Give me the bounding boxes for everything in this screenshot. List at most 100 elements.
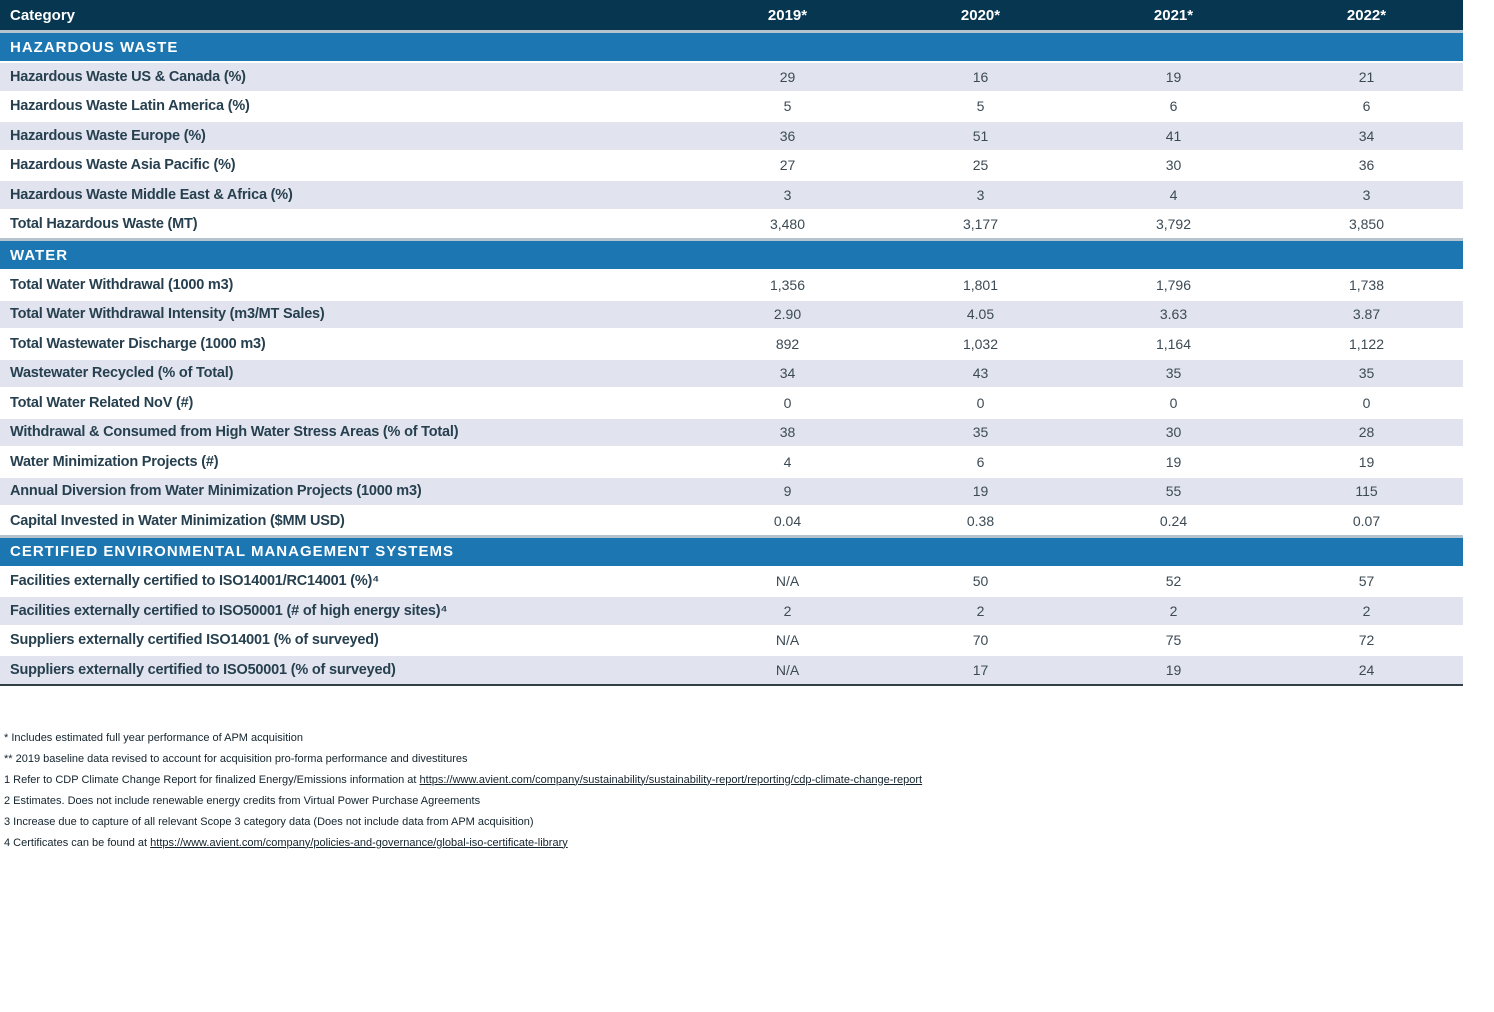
cell-value: N/A (775, 573, 800, 590)
cell-value: 36 (1358, 157, 1375, 174)
table-row: Water Minimization Projects (#) 4 6 19 19 (0, 446, 1463, 476)
cell-value: 1,738 (1348, 276, 1385, 293)
cell-value: 1,032 (962, 335, 999, 352)
cell-value: 1,796 (1155, 276, 1192, 293)
cell-value: 0 (1169, 394, 1178, 411)
cell-value: 19 (1358, 453, 1375, 470)
footnote-line: 4 Certificates can be found at https://w… (4, 833, 1494, 854)
row-label: Hazardous Waste US & Canada (%) (10, 68, 246, 85)
row-label: Total Water Withdrawal (1000 m3) (10, 276, 234, 293)
column-header-2022: 2022* (1346, 6, 1387, 24)
section-header: CERTIFIED ENVIRONMENTAL MANAGEMENT SYSTE… (0, 534, 1463, 566)
cell-value: 3.63 (1159, 306, 1188, 323)
cell-value: 9 (783, 483, 792, 500)
cell-value: 2 (783, 602, 792, 619)
table-row: Hazardous Waste Asia Pacific (%) 27 25 30 36 (0, 149, 1463, 179)
cell-value: 34 (779, 365, 796, 382)
cell-value: 36 (779, 127, 796, 144)
cell-value: 2 (1362, 602, 1371, 619)
table-row: Total Water Withdrawal Intensity (m3/MT … (0, 298, 1463, 328)
table-row: Total Water Related NoV (#) 0 0 0 0 (0, 387, 1463, 417)
table-row: Suppliers externally certified to ISO500… (0, 654, 1463, 684)
cell-value: 0.07 (1352, 512, 1381, 529)
cell-value: 57 (1358, 573, 1375, 590)
table-row: Hazardous Waste Middle East & Africa (%)… (0, 179, 1463, 209)
table-row: Hazardous Waste US & Canada (%) 29 16 19 21 (0, 61, 1463, 91)
cell-value: 115 (1355, 483, 1378, 500)
cell-value: 52 (1165, 573, 1182, 590)
cell-value: 0 (976, 394, 985, 411)
cell-value: 41 (1165, 127, 1182, 144)
cell-value: 4.05 (966, 306, 995, 323)
footnote-link[interactable]: https://www.avient.com/company/sustainab… (419, 773, 923, 786)
table-row: Capital Invested in Water Minimization (… (0, 505, 1463, 535)
cell-value: 30 (1165, 424, 1182, 441)
footnote-text: * Includes estimated full year performan… (4, 731, 303, 744)
footnote-line: ** 2019 baseline data revised to account… (4, 749, 1494, 770)
cell-value: 51 (972, 127, 989, 144)
cell-value: 5 (976, 98, 985, 115)
cell-value: 34 (1358, 127, 1375, 144)
table-body: HAZARDOUS WASTE Hazardous Waste US & Cana… (0, 30, 1463, 684)
row-label: Withdrawal & Consumed from High Water St… (10, 424, 459, 441)
row-label: Suppliers externally certified ISO14001 … (10, 632, 379, 649)
table-row: Total Water Withdrawal (1000 m3) 1,356 1,8… (0, 269, 1463, 299)
row-label: Hazardous Waste Middle East & Africa (%) (10, 186, 293, 203)
row-label: Hazardous Waste Europe (%) (10, 127, 206, 144)
cell-value: 3,177 (962, 216, 999, 233)
cell-value: 25 (972, 157, 989, 174)
cell-value: 0 (1362, 394, 1371, 411)
cell-value: 1,801 (962, 276, 999, 293)
table-row: Wastewater Recycled (% of Total) 34 43 35 35 (0, 357, 1463, 387)
footnote-text: 2 Estimates. Does not include renewable … (4, 794, 481, 807)
cell-value: 19 (1165, 68, 1182, 85)
footnote-link[interactable]: https://www.avient.com/company/policies-… (150, 836, 568, 849)
table-row: Hazardous Waste Europe (%) 36 51 41 34 (0, 120, 1463, 150)
row-label: Total Water Withdrawal Intensity (m3/MT … (10, 306, 325, 323)
cell-value: 28 (1358, 424, 1375, 441)
row-label: Total Hazardous Waste (MT) (10, 216, 198, 233)
row-label: Suppliers externally certified to ISO500… (10, 661, 396, 678)
cell-value: 2 (976, 602, 985, 619)
section-title: HAZARDOUS WASTE (10, 38, 179, 56)
cell-value: 35 (1358, 365, 1375, 382)
row-label: Facilities externally certified to ISO14… (10, 573, 380, 590)
cell-value: 5 (783, 98, 792, 115)
cell-value: 2.90 (773, 306, 802, 323)
row-label: Capital Invested in Water Minimization (… (10, 512, 345, 529)
cell-value: 38 (779, 424, 796, 441)
row-label: Facilities externally certified to ISO50… (10, 602, 448, 619)
row-label: Annual Diversion from Water Minimization… (10, 483, 422, 500)
cell-value: 24 (1358, 661, 1375, 678)
row-label: Hazardous Waste Latin America (%) (10, 98, 250, 115)
cell-value: 3 (1362, 186, 1371, 203)
cell-value: 35 (972, 424, 989, 441)
cell-value: 3 (976, 186, 985, 203)
section-title: CERTIFIED ENVIRONMENTAL MANAGEMENT SYSTE… (10, 543, 454, 560)
footnote-line: 1 Refer to CDP Climate Change Report for… (4, 770, 1494, 791)
cell-value: 6 (1169, 98, 1178, 115)
cell-value: 17 (972, 661, 989, 678)
cell-value: 27 (779, 157, 796, 174)
table-row: Hazardous Waste Latin America (%) 5 5 6 6 (0, 90, 1463, 120)
cell-value: 0.24 (1159, 512, 1188, 529)
section-header: HAZARDOUS WASTE (0, 30, 1463, 61)
cell-value: 30 (1165, 157, 1182, 174)
cell-value: N/A (775, 661, 800, 678)
table-row: Withdrawal & Consumed from High Water St… (0, 416, 1463, 446)
table-row: Suppliers externally certified ISO14001 … (0, 624, 1463, 654)
cell-value: 16 (972, 68, 989, 85)
cell-value: 892 (775, 335, 800, 352)
cell-value: 6 (976, 453, 985, 470)
cell-value: 1,164 (1155, 335, 1192, 352)
cell-value: 75 (1165, 632, 1182, 649)
column-header-2019: 2019* (767, 6, 808, 24)
table-row: Annual Diversion from Water Minimization… (0, 475, 1463, 505)
table-header-row: Category 2019* 2020* 2021* 2022* (0, 0, 1463, 30)
footnote-line: * Includes estimated full year performan… (4, 728, 1494, 749)
footnote-line: 3 Increase due to capture of all relevan… (4, 812, 1494, 833)
cell-value: 70 (972, 632, 989, 649)
row-label: Total Wastewater Discharge (1000 m3) (10, 335, 266, 352)
cell-value: 19 (1165, 453, 1182, 470)
cell-value: 3 (783, 186, 792, 203)
